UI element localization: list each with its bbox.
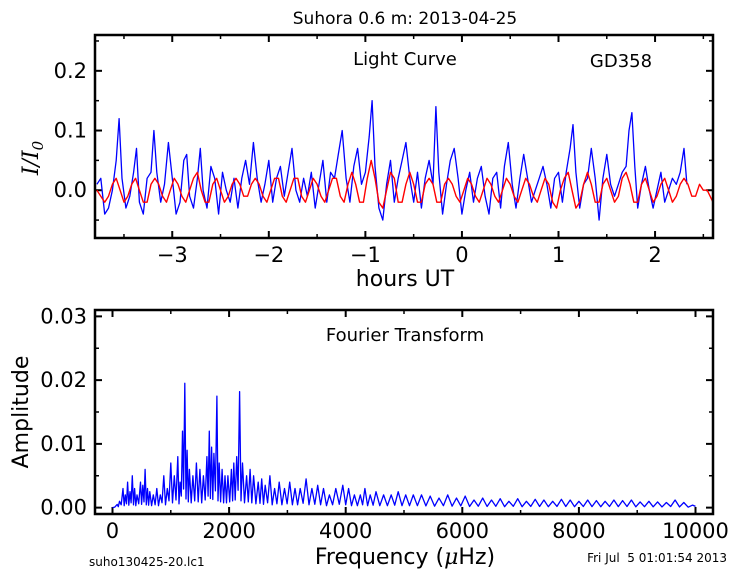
x-tick-label: 2000	[202, 519, 255, 543]
x-tick-label: 0	[455, 243, 468, 267]
light-curve-frame	[93, 33, 715, 240]
observed-light-curve-line	[96, 100, 688, 221]
fourier-y-axis-label: Amplitude	[9, 356, 34, 469]
x-tick-label: 2	[648, 243, 661, 267]
y-tick-label: 0.0	[54, 178, 87, 202]
model-fit-line	[96, 159, 713, 209]
x-tick-label: 8000	[552, 519, 605, 543]
y-tick-label: 0.01	[40, 432, 87, 456]
fourier-panel-title: Fourier Transform	[326, 325, 484, 346]
data-filename: suho130425-20.lc1	[89, 555, 205, 569]
x-tick-label: 4000	[319, 519, 372, 543]
y-tick-label: 0.2	[54, 59, 87, 83]
x-tick-label: 10000	[662, 519, 729, 543]
figure-title: Suhora 0.6 m: 2013-04-25	[293, 9, 517, 29]
fourier-tick-labels: 0 2000 4000 6000 8000 10000 0.00 0.01 0.02 0.03	[40, 304, 729, 543]
render-timestamp: Fri Jul 5 01:01:54 2013	[587, 551, 727, 565]
fourier-x-axis-label: Frequency (μHz)	[315, 545, 495, 570]
y-label-subscript: 0	[29, 140, 47, 150]
light-curve-series	[96, 100, 713, 221]
light-curve-panel-title: Light Curve	[353, 49, 457, 70]
y-label-main: I/I	[19, 149, 44, 176]
x-tick-label: −2	[253, 243, 284, 267]
light-curve-tick-labels: −3 −2 −1 0 1 2 0.0 0.1 0.2	[54, 59, 662, 267]
amplitude-spectrum-line	[112, 382, 696, 509]
fourier-frame	[93, 308, 715, 516]
light-curve-x-axis-label: hours UT	[356, 267, 455, 292]
x-tick-label: 1	[552, 243, 565, 267]
light-curve-y-axis-label: I/I0	[19, 140, 47, 176]
fourier-series	[112, 382, 696, 509]
x-label-main: Frequency (	[315, 545, 444, 570]
star-name-annotation: GD358	[590, 51, 652, 72]
x-tick-label: −1	[350, 243, 381, 267]
x-tick-label: 0	[106, 519, 119, 543]
y-tick-label: 0.1	[54, 119, 87, 143]
x-label-mu: μ	[444, 545, 458, 570]
x-tick-label: 6000	[436, 519, 489, 543]
y-tick-label: 0.00	[40, 496, 87, 520]
x-tick-label: −3	[157, 243, 188, 267]
fourier-panel: 0 2000 4000 6000 8000 10000 0.00 0.01 0.02 0.03 F…	[9, 304, 729, 570]
light-curve-panel: −3 −2 −1 0 1 2 0.0 0.1 0.2 Light Curve GD358 hou…	[19, 33, 715, 292]
y-tick-label: 0.03	[40, 304, 87, 328]
x-label-end: Hz)	[458, 545, 495, 570]
y-tick-label: 0.02	[40, 368, 87, 392]
